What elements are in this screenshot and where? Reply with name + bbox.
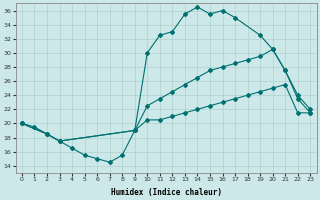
X-axis label: Humidex (Indice chaleur): Humidex (Indice chaleur) <box>111 188 221 197</box>
